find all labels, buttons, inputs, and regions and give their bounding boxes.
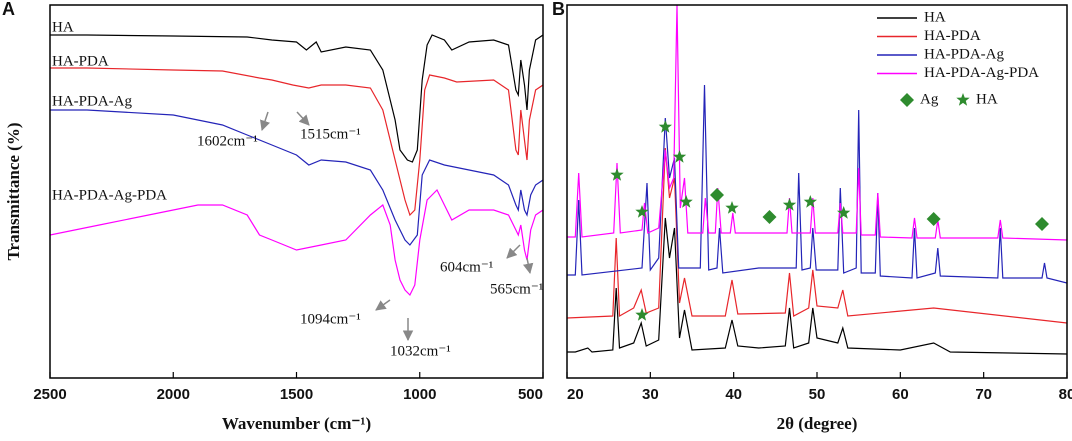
- legend-label: HA: [976, 91, 998, 107]
- series-line: [567, 147, 1067, 324]
- star-marker: [837, 206, 851, 219]
- x-axis-label: 2θ (degree): [777, 414, 858, 433]
- star-marker: [679, 195, 693, 208]
- series-line: [567, 5, 1067, 241]
- star-marker: [658, 120, 672, 133]
- series-line: [567, 84, 1067, 284]
- x-axis-label: Wavenumber (cm⁻¹): [222, 414, 371, 433]
- panel: B 20 30 40 50 60 70 80 2θ (degree) HA HA-PDA HA-PDA…: [552, 0, 1072, 433]
- annotation: 1032cm⁻¹: [390, 343, 451, 359]
- annotation-arrow: [296, 111, 310, 126]
- diamond-marker: [1035, 217, 1049, 231]
- series-line: [50, 109, 543, 246]
- panel: A 2500 2000 1500 1000 500 Wavenumber (cm⁻¹) Tra…: [2, 0, 544, 433]
- annotation-arrow: [375, 299, 391, 311]
- plot-frame: [49, 4, 544, 379]
- series-label: HA-PDA: [52, 53, 109, 69]
- annotation-arrow: [260, 111, 270, 131]
- annotation: 1094cm⁻¹: [300, 311, 361, 327]
- plot-frame: [566, 4, 1068, 379]
- legend-label: Ag: [920, 91, 939, 107]
- x-tick-label: 50: [809, 386, 826, 403]
- x-tick-label: 30: [642, 386, 659, 403]
- diamond-marker: [710, 188, 724, 202]
- x-tick-label: 1000: [403, 386, 436, 403]
- y-axis-label: Transmittance (%): [4, 122, 23, 260]
- x-tick-label: 80: [1059, 386, 1072, 403]
- x-tick-label: 2000: [157, 386, 190, 403]
- plot-area: [567, 5, 1067, 355]
- series-label: HA: [52, 19, 74, 35]
- legend-label: HA-PDA-Ag-PDA: [924, 65, 1039, 81]
- legend-label: HA-PDA-Ag: [924, 46, 1004, 62]
- series-line: [50, 67, 543, 217]
- annotation: 1602cm⁻¹: [197, 133, 258, 149]
- star-marker: [635, 308, 649, 321]
- panel-label: A: [2, 0, 15, 19]
- series-line: [567, 217, 1067, 355]
- x-tick-label: 20: [567, 386, 584, 403]
- star-marker: [725, 201, 739, 214]
- star-marker: [610, 168, 624, 181]
- annotation: 565cm⁻¹: [490, 281, 543, 297]
- x-tick-label: 60: [892, 386, 909, 403]
- x-tick-label: 500: [518, 386, 543, 403]
- annotation-arrow: [522, 257, 534, 275]
- panel-label: B: [552, 0, 565, 19]
- diamond-marker: [762, 210, 777, 224]
- annotation: 604cm⁻¹: [440, 259, 493, 275]
- legend-label: HA-PDA: [924, 28, 981, 44]
- diamond-marker: [926, 212, 941, 226]
- star-marker: [672, 150, 687, 163]
- x-tick-label: 70: [975, 386, 992, 403]
- series-line: [50, 188, 543, 297]
- x-tick-label: 1500: [280, 386, 313, 403]
- star-marker: [782, 198, 797, 211]
- annotation: 1515cm⁻¹: [300, 126, 361, 142]
- plot-area: [50, 34, 543, 297]
- annotation-arrow: [506, 244, 521, 259]
- legend-label: HA: [924, 9, 946, 25]
- star-marker: [635, 205, 649, 218]
- series-line: [50, 34, 543, 163]
- series-label: HA-PDA-Ag: [52, 93, 132, 109]
- x-tick-label: 2500: [33, 386, 66, 403]
- x-tick-label: 40: [725, 386, 742, 403]
- star-marker: [803, 195, 817, 208]
- star-marker: [956, 93, 970, 106]
- series-label: HA-PDA-Ag-PDA: [52, 187, 167, 203]
- diamond-marker: [900, 93, 914, 107]
